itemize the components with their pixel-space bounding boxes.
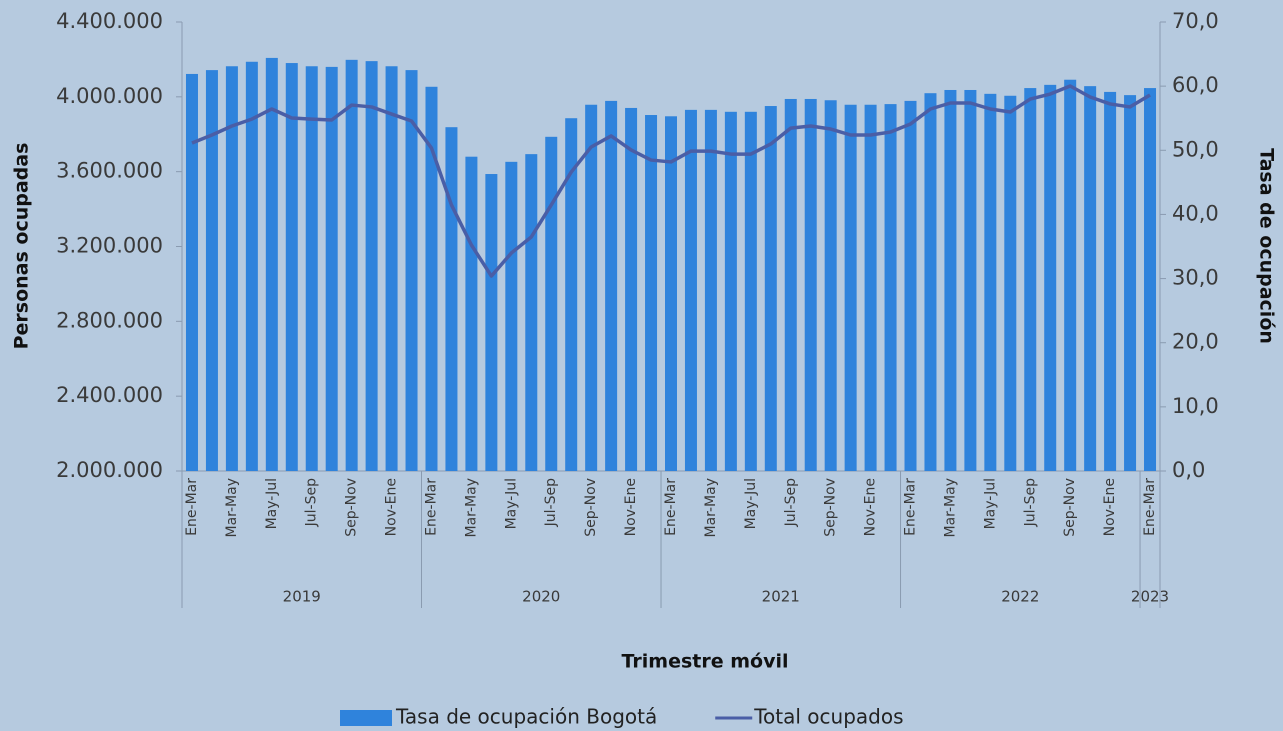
bar xyxy=(266,58,278,471)
bar xyxy=(505,162,517,471)
bar xyxy=(964,90,976,471)
year-label: 2021 xyxy=(762,588,800,606)
bar xyxy=(1084,86,1096,471)
x-tick-label: Sep-Nov xyxy=(344,478,360,537)
y-tick-label: 4.000.000 xyxy=(56,84,163,108)
bar xyxy=(825,100,837,471)
bar xyxy=(465,157,477,471)
x-tick-label: May-Jul xyxy=(503,478,519,529)
bar xyxy=(585,105,597,471)
x-tick-label: Sep-Nov xyxy=(1062,478,1078,537)
bar xyxy=(865,105,877,471)
bar xyxy=(625,108,637,471)
x-tick-label: Sep-Nov xyxy=(823,478,839,537)
x-tick-label: May-Jul xyxy=(743,478,759,529)
x-tick-label: Nov-Ene xyxy=(623,478,639,536)
y2-tick-label: 50,0 xyxy=(1172,137,1219,161)
x-tick-label: Jul-Sep xyxy=(543,478,559,527)
x-tick-label: May-Jul xyxy=(982,478,998,529)
x-tick-label: Mar-May xyxy=(463,478,479,538)
y-tick-label: 3.600.000 xyxy=(56,159,163,183)
x-tick-label: Jul-Sep xyxy=(783,478,799,527)
year-label: 2022 xyxy=(1001,588,1039,606)
x-tick-label: Sep-Nov xyxy=(583,478,599,537)
bar xyxy=(206,70,218,471)
bar xyxy=(665,116,677,471)
bar xyxy=(725,112,737,471)
bar xyxy=(605,101,617,471)
x-tick-label: Jul-Sep xyxy=(1022,478,1038,527)
bar xyxy=(785,99,797,471)
y2-tick-label: 10,0 xyxy=(1172,394,1219,418)
legend-label: Total ocupados xyxy=(753,705,903,729)
legend-swatch xyxy=(340,710,392,726)
bar xyxy=(525,154,537,471)
bar xyxy=(885,104,897,471)
year-label: 2020 xyxy=(522,588,560,606)
page: {"chart_data": {"type": "combo", "x_labe… xyxy=(0,0,1283,731)
y2-tick-label: 40,0 xyxy=(1172,201,1219,225)
bar xyxy=(386,66,398,471)
year-label: 2023 xyxy=(1131,588,1169,606)
y2-axis-title: Tasa de ocupación xyxy=(1256,148,1278,344)
bar xyxy=(944,90,956,471)
y-tick-label: 2.400.000 xyxy=(56,383,163,407)
bar xyxy=(1004,96,1016,471)
x-tick-label: Nov-Ene xyxy=(863,478,879,536)
bar xyxy=(645,115,657,471)
bar xyxy=(445,127,457,471)
y2-tick-label: 60,0 xyxy=(1172,73,1219,97)
bar xyxy=(905,101,917,471)
bar xyxy=(924,93,936,471)
bar xyxy=(845,105,857,471)
x-tick-label: Mar-May xyxy=(942,478,958,538)
bar xyxy=(745,112,757,471)
x-tick-label: Mar-May xyxy=(703,478,719,538)
bar xyxy=(366,61,378,471)
x-tick-label: Mar-May xyxy=(224,478,240,538)
bar xyxy=(346,60,358,471)
x-tick-label: Nov-Ene xyxy=(1102,478,1118,536)
y-axis-title: Personas ocupadas xyxy=(11,143,33,350)
bar xyxy=(1144,88,1156,471)
bar xyxy=(685,110,697,471)
x-tick-label: Ene-Mar xyxy=(903,478,919,536)
x-tick-label: Ene-Mar xyxy=(423,478,439,536)
y-tick-label: 2.000.000 xyxy=(56,458,163,482)
x-tick-label: May-Jul xyxy=(264,478,280,529)
bar xyxy=(1064,80,1076,471)
y-tick-label: 3.200.000 xyxy=(56,234,163,258)
x-axis-title: Trimestre móvil xyxy=(622,651,789,673)
bar xyxy=(1044,85,1056,471)
bar xyxy=(406,70,418,471)
bar xyxy=(1124,95,1136,471)
bar xyxy=(705,110,717,471)
y2-tick-label: 30,0 xyxy=(1172,266,1219,290)
bar xyxy=(306,66,318,471)
y2-tick-label: 70,0 xyxy=(1172,9,1219,33)
year-label: 2019 xyxy=(283,588,321,606)
bar xyxy=(485,174,497,471)
bar xyxy=(186,74,198,471)
y-tick-label: 4.400.000 xyxy=(56,9,163,33)
x-tick-label: Ene-Mar xyxy=(663,478,679,536)
x-tick-label: Ene-Mar xyxy=(1142,478,1158,536)
bar xyxy=(765,106,777,471)
legend-label: Tasa de ocupación Bogotá xyxy=(395,705,657,729)
bar xyxy=(1024,88,1036,471)
bar xyxy=(286,63,298,471)
chart: Trimestre móvil Personas ocupadas Tasa d… xyxy=(0,0,1283,731)
bar xyxy=(326,67,338,471)
bar xyxy=(545,137,557,471)
x-tick-label: Jul-Sep xyxy=(304,478,320,527)
bar xyxy=(805,99,817,471)
x-tick-label: Nov-Ene xyxy=(384,478,400,536)
y-tick-label: 2.800.000 xyxy=(56,308,163,332)
bar xyxy=(246,62,258,471)
bar xyxy=(1104,92,1116,471)
y2-tick-label: 20,0 xyxy=(1172,330,1219,354)
y2-tick-label: 0,0 xyxy=(1172,458,1205,482)
bar xyxy=(984,94,996,471)
x-tick-label: Ene-Mar xyxy=(184,478,200,536)
